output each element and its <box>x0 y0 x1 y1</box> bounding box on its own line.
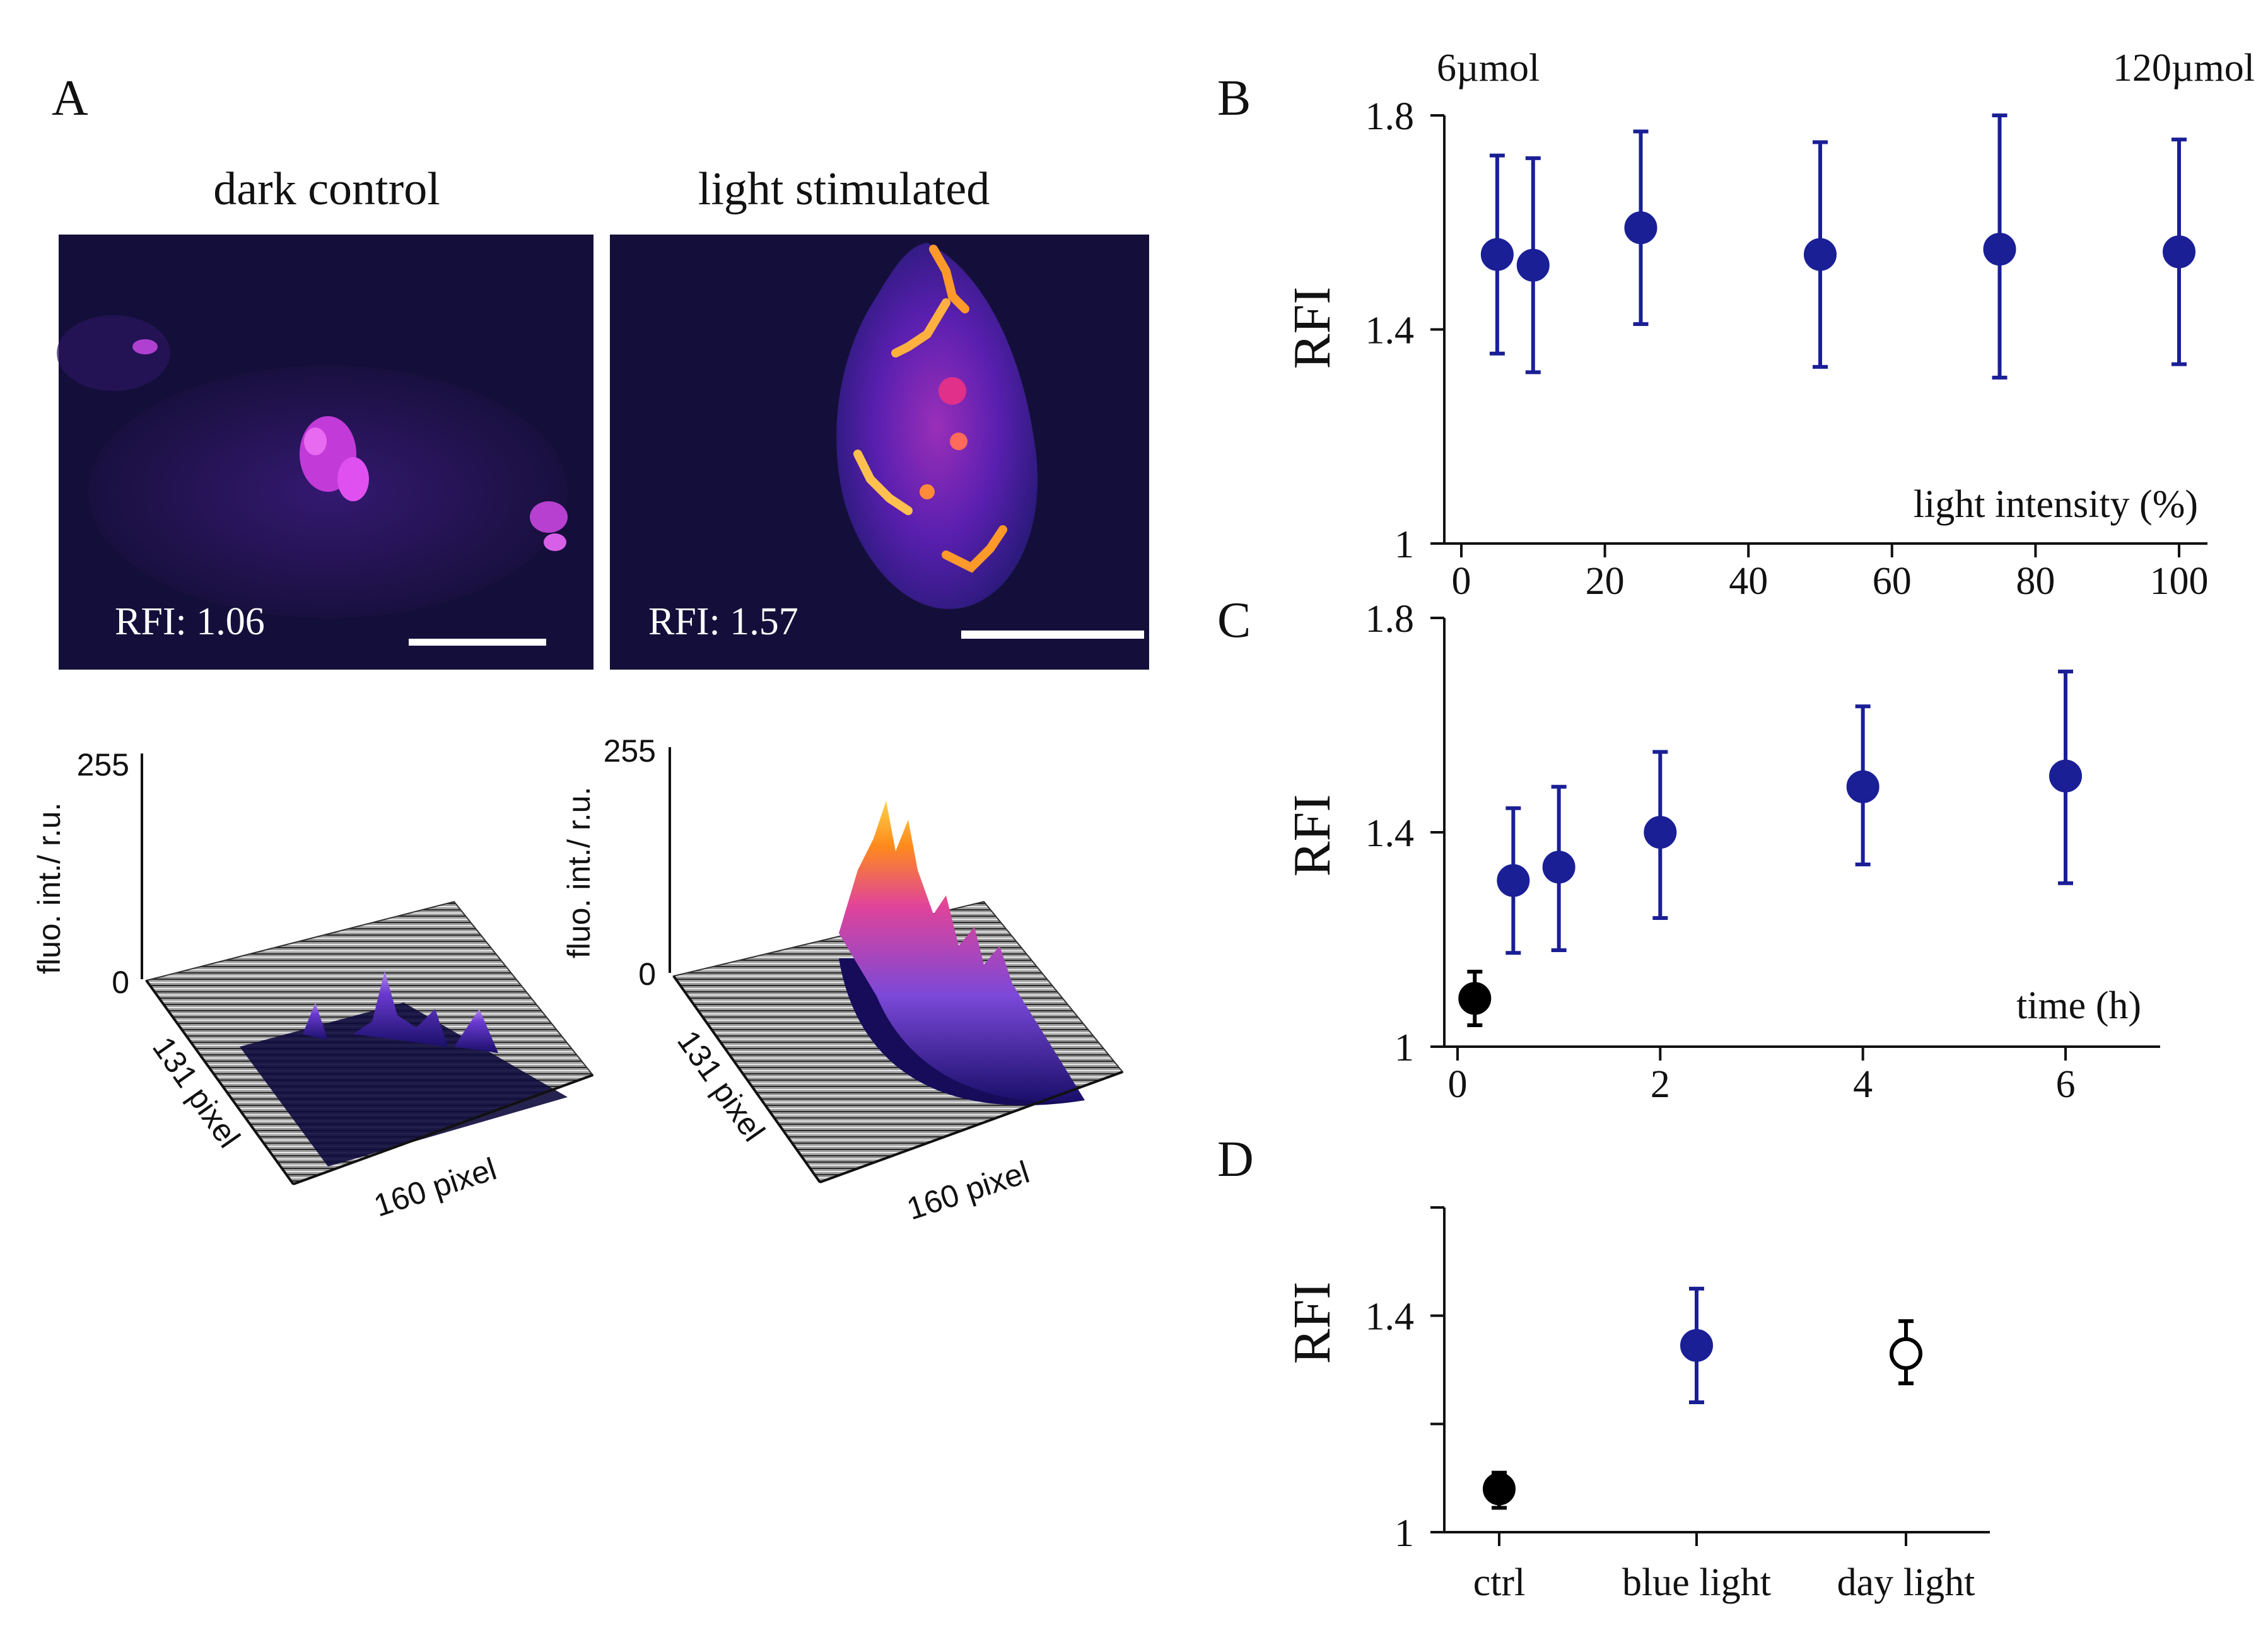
x-category-label: day light <box>1837 1561 1975 1604</box>
y-tick-label: 1.8 <box>1365 598 1415 641</box>
dark-control-rfi: RFI: 1.06 <box>115 600 265 643</box>
panel-d-chart: D RFI 1 1.4 ctrl blue light day light <box>1217 1132 1990 1604</box>
light-stimulated-image: RFI: 1.57 <box>610 235 1149 670</box>
data-point <box>1890 1337 1922 1370</box>
light-stimulated-rfi: RFI: 1.57 <box>648 600 798 643</box>
data-point <box>2163 235 2195 269</box>
data-point <box>1542 851 1575 884</box>
x-tick-label: 60 <box>1873 560 1912 603</box>
light-stimulated-title: light stimulated <box>698 163 990 215</box>
data-point <box>2049 759 2082 793</box>
x-category-label: ctrl <box>1473 1561 1526 1604</box>
x-axis-label: 160 pixel <box>903 1154 1034 1226</box>
data-point <box>1480 238 1514 271</box>
data-point <box>1516 248 1550 282</box>
y-axis-label: RFI <box>1283 1282 1342 1364</box>
z-axis-max: 255 <box>77 747 129 782</box>
y-tick-label: 1 <box>1394 523 1414 566</box>
z-axis-min: 0 <box>112 965 129 1000</box>
y-tick-label: 1.4 <box>1365 812 1415 855</box>
panel-b-letter: B <box>1217 71 1251 126</box>
x-tick-label: 100 <box>2150 560 2209 603</box>
data-point <box>1458 982 1492 1015</box>
x-category-label: blue light <box>1622 1561 1771 1604</box>
panel-c-letter: C <box>1217 593 1251 648</box>
z-axis-label: fluo. int./ r.u. <box>561 787 597 958</box>
dark-control-title: dark control <box>213 163 440 215</box>
data-point <box>1846 770 1879 803</box>
x-tick-label: 4 <box>1853 1063 1873 1106</box>
x-axis-label: light intensity (%) <box>1914 483 2198 526</box>
data-point <box>1624 211 1657 245</box>
scale-bar <box>409 639 546 646</box>
panel-d-letter: D <box>1217 1132 1254 1187</box>
data-point <box>1680 1329 1713 1362</box>
data-point <box>1983 233 2016 266</box>
panel-a: A dark control light stimulated RFI: 1.0… <box>32 71 1149 1226</box>
x-tick-label: 0 <box>1448 1063 1468 1106</box>
y-axis-label: RFI <box>1283 287 1342 369</box>
data-point <box>1497 864 1530 897</box>
light-stimulated-surface-plot: 255 0 fluo. int./ r.u. 131 pixel 160 pix… <box>561 733 1124 1226</box>
data-point <box>1644 816 1677 849</box>
y-tick-label: 1.4 <box>1365 1296 1415 1339</box>
y-axis-label: RFI <box>1283 794 1342 877</box>
y-tick-label: 1 <box>1394 1026 1414 1069</box>
y-tick-label: 1 <box>1394 1512 1414 1555</box>
annotation-6umol: 6µmol <box>1437 47 1540 90</box>
data-point <box>1483 1472 1516 1506</box>
z-axis-min: 0 <box>638 957 656 992</box>
z-axis-max: 255 <box>604 733 656 769</box>
dark-control-image: RFI: 1.06 <box>57 235 593 670</box>
y-tick-label: 1.4 <box>1365 310 1415 352</box>
x-tick-label: 6 <box>2056 1063 2076 1106</box>
x-tick-label: 20 <box>1586 560 1625 603</box>
y-tick-label: 1.8 <box>1365 95 1415 138</box>
data-point <box>1804 238 1837 271</box>
scale-bar <box>961 631 1144 639</box>
x-tick-label: 0 <box>1452 560 1471 603</box>
x-axis-label: time (h) <box>2016 984 2141 1027</box>
dark-control-surface-plot: 255 0 fluo. int./ r.u. 131 pixel 160 pix… <box>32 747 594 1223</box>
annotation-120umol: 120µmol <box>2113 47 2255 90</box>
x-tick-label: 40 <box>1729 560 1768 603</box>
panel-b-chart: B 6µmol 120µmol RFI light intensity (%) … <box>1217 47 2255 603</box>
x-tick-label: 2 <box>1651 1063 1670 1106</box>
panel-c-chart: C RFI time (h) 1 1.4 1.8 0 2 4 6 <box>1217 593 2160 1106</box>
x-axis-label: 160 pixel <box>370 1151 501 1223</box>
x-tick-label: 80 <box>2016 560 2055 603</box>
z-axis-label: fluo. int./ r.u. <box>32 803 67 974</box>
panel-a-letter: A <box>52 71 88 126</box>
